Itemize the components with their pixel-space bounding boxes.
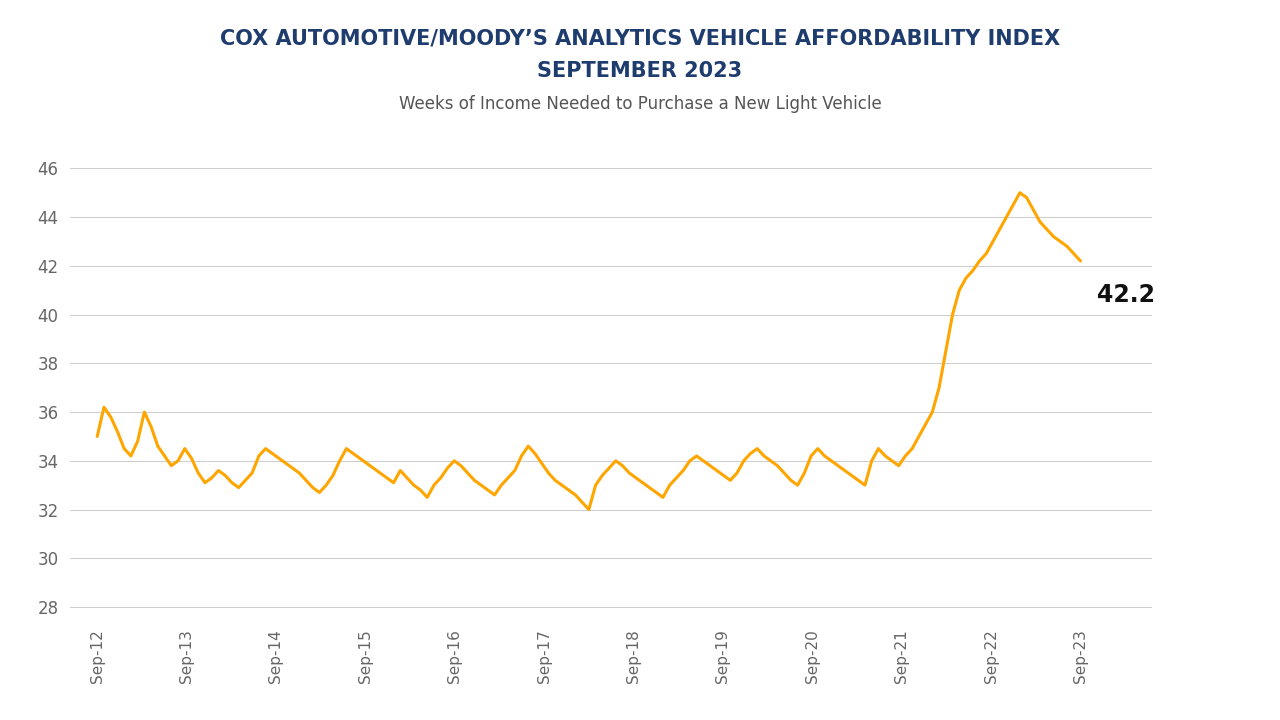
Text: 42.2: 42.2 bbox=[1097, 283, 1155, 307]
Text: SEPTEMBER 2023: SEPTEMBER 2023 bbox=[538, 61, 742, 81]
Text: Weeks of Income Needed to Purchase a New Light Vehicle: Weeks of Income Needed to Purchase a New… bbox=[398, 95, 882, 113]
Text: COX AUTOMOTIVE/MOODY’S ANALYTICS VEHICLE AFFORDABILITY INDEX: COX AUTOMOTIVE/MOODY’S ANALYTICS VEHICLE… bbox=[220, 29, 1060, 49]
